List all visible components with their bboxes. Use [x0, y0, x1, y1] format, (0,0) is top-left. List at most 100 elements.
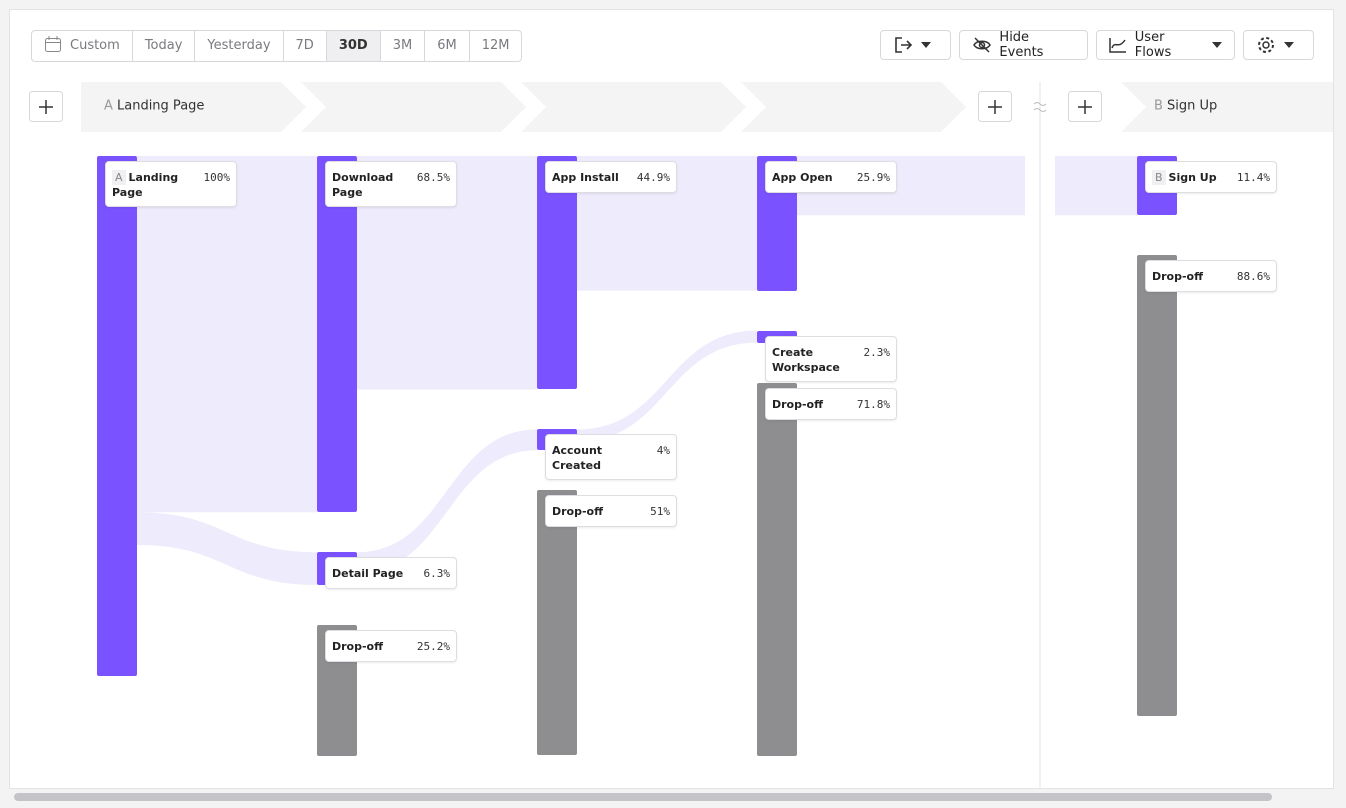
node-percent: 88.6% — [1236, 270, 1270, 284]
date-range-button[interactable]: Today — [133, 31, 196, 61]
node-name-text: Download Page — [332, 171, 394, 199]
node-percent: 6.3% — [423, 567, 451, 581]
node-name-text: Detail Page — [332, 567, 404, 581]
node-name-text: Drop-off — [552, 505, 604, 519]
date-range-label: Yesterday — [207, 38, 271, 53]
flow-node-bar — [757, 382, 797, 756]
button-label: Hide Events — [999, 30, 1044, 60]
node-name: Detail Page — [332, 566, 403, 581]
step-letter: B — [1154, 99, 1163, 114]
calendar-icon — [45, 36, 61, 52]
button-label: User Flows — [1134, 30, 1172, 60]
step-chevron — [1121, 82, 1333, 132]
node-name-text: Drop-off — [1152, 270, 1204, 284]
node-percent: 51% — [650, 505, 670, 519]
node-percent: 25.9% — [856, 171, 890, 184]
flow-node-bar — [317, 156, 357, 513]
flow-node-bar — [537, 490, 577, 756]
date-range-button[interactable]: 6M — [425, 31, 470, 61]
chart-icon — [1109, 38, 1126, 53]
node-name: App Install — [552, 170, 619, 185]
node-name-text: Sign Up — [1168, 171, 1217, 184]
node-percent: 68.5% — [416, 171, 450, 184]
node-name-text: Drop-off — [772, 397, 824, 411]
step-badge: A — [112, 170, 126, 185]
scrollbar-track — [0, 790, 1346, 808]
date-range-label: Custom — [70, 38, 120, 53]
step-chevron — [521, 82, 746, 132]
node-name-text: Drop-off — [332, 639, 384, 653]
caret — [1284, 42, 1294, 48]
date-range-label: Today — [144, 38, 183, 53]
node-name-text: App Install — [552, 171, 619, 184]
node-name-text: Landing Page — [112, 171, 179, 199]
node-name: App Open — [772, 170, 833, 185]
eye-off-icon — [973, 37, 991, 53]
export-icon — [895, 37, 913, 53]
user-flows-button[interactable]: User Flows — [1096, 30, 1235, 60]
node-name: Drop-off — [552, 504, 603, 519]
flow-node-label[interactable]: B Sign Up 11.4% — [1145, 161, 1277, 193]
add-step-button[interactable] — [29, 91, 63, 122]
flow-node-label[interactable]: Account Created 4% — [545, 434, 677, 481]
date-range-button[interactable]: 30D — [326, 31, 381, 61]
node-name: Create Workspace — [772, 345, 856, 375]
node-name: Download Page — [332, 170, 416, 200]
node-percent: 71.8% — [856, 397, 890, 411]
date-range-button[interactable]: Custom — [32, 31, 133, 61]
flow-node-label[interactable]: Drop-off 71.8% — [765, 387, 897, 420]
date-range-label: 7D — [295, 38, 314, 53]
flow-node-label[interactable]: Download Page 68.5% — [325, 161, 457, 207]
flow-node-label[interactable]: App Open 25.9% — [765, 161, 897, 193]
flow-band — [357, 156, 537, 390]
gear-icon — [1258, 37, 1274, 53]
node-name: Drop-off — [332, 639, 383, 654]
add-step-button[interactable] — [1068, 91, 1102, 122]
node-percent: 100% — [203, 171, 231, 184]
node-name: Drop-off — [1152, 269, 1203, 284]
flow-node-label[interactable]: Drop-off 88.6% — [1145, 260, 1277, 293]
flows-card: Custom Today Yesterday 7D 30D 3M 6M 12M Hide Ev… — [9, 9, 1334, 789]
flow-node-bar — [1137, 255, 1177, 716]
scrollbar-thumb[interactable] — [14, 793, 1272, 801]
export-button[interactable] — [880, 30, 951, 60]
flow-node-label[interactable]: Detail Page 6.3% — [325, 557, 457, 590]
node-name: Account Created — [552, 443, 636, 473]
node-percent: 25.2% — [416, 639, 450, 653]
node-name-text: Account Created — [552, 444, 603, 473]
step-name: Sign Up — [1167, 99, 1217, 114]
date-range-label: 12M — [481, 38, 510, 53]
add-step-buttons — [29, 91, 1102, 122]
flow-band — [357, 429, 537, 573]
add-step-button[interactable] — [978, 91, 1012, 122]
step-chevron — [81, 82, 306, 132]
date-range-button[interactable]: Yesterday — [195, 31, 284, 61]
flow-node-bar — [537, 156, 577, 390]
node-percent: 2.3% — [863, 345, 891, 359]
node-percent: 4% — [656, 444, 670, 458]
date-range-group: Custom Today Yesterday 7D 30D 3M 6M 12M — [31, 30, 523, 62]
step-letter: A — [104, 99, 113, 114]
flow-node-label[interactable]: A Landing Page 100% — [105, 161, 237, 207]
step-chevron — [301, 82, 526, 132]
date-range-label: 30D — [338, 38, 368, 53]
flow-node-label[interactable]: Drop-off 25.2% — [325, 629, 457, 662]
flow-band — [1055, 156, 1137, 216]
hide-events-button[interactable]: Hide Events — [959, 30, 1088, 60]
flow-node-label[interactable]: Create Workspace 2.3% — [765, 335, 897, 382]
gap-icon — [1033, 102, 1047, 112]
node-percent: 44.9% — [636, 171, 670, 184]
node-name-text: App Open — [772, 171, 833, 184]
flow-node-label[interactable]: App Install 44.9% — [545, 161, 677, 193]
node-name: A Landing Page — [112, 170, 196, 200]
caret — [921, 42, 931, 48]
flow-band — [577, 330, 757, 442]
date-range-button[interactable]: 3M — [381, 31, 426, 61]
date-range-button[interactable]: 7D — [284, 31, 327, 61]
settings-button[interactable] — [1243, 30, 1314, 60]
node-name: B Sign Up — [1152, 170, 1217, 185]
flow-node-bar — [97, 156, 137, 676]
flow-node-label[interactable]: Drop-off 51% — [545, 495, 677, 528]
date-range-button[interactable]: 12M — [470, 31, 522, 61]
